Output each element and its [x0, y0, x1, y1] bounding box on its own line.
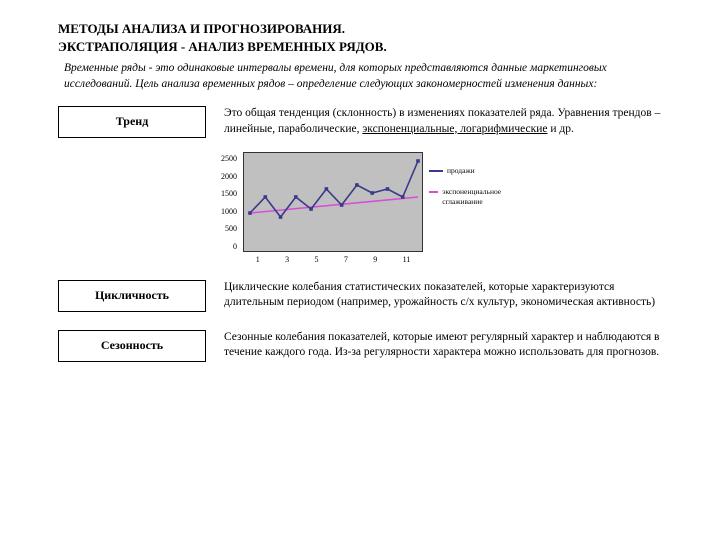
intro-paragraph: Временные ряды - это одинаковые интервал… [58, 61, 672, 92]
trend-description: Это общая тенденция (склонность) в измен… [224, 106, 672, 138]
title-line-1: МЕТОДЫ АНАЛИЗА И ПРОГНОЗИРОВАНИЯ. [58, 21, 345, 36]
xtick: 3 [285, 255, 289, 265]
cycle-description: Циклические колебания статистических пок… [224, 280, 672, 312]
ytick: 2000 [221, 172, 237, 182]
ytick: 2500 [221, 154, 237, 164]
legend-swatch-smoothing [429, 191, 438, 193]
season-label-box: Сезонность [58, 330, 206, 362]
xtick: 9 [373, 255, 377, 265]
chart-legend: продажи экспоненциальное сглаживание [429, 152, 509, 208]
ytick: 0 [233, 242, 237, 252]
trend-label-box: Тренд [58, 106, 206, 138]
legend-item-smoothing: экспоненциальное сглаживание [429, 187, 509, 208]
page-title: МЕТОДЫ АНАЛИЗА И ПРОГНОЗИРОВАНИЯ. ЭКСТРА… [58, 20, 672, 55]
ytick: 1500 [221, 189, 237, 199]
cycle-label-box: Цикличность [58, 280, 206, 312]
row-trend: Тренд Это общая тенденция (склонность) в… [58, 106, 672, 138]
row-cycle: Цикличность Циклические колебания статис… [58, 280, 672, 312]
ytick: 500 [225, 224, 237, 234]
legend-label-sales: продажи [447, 166, 475, 177]
chart-svg [244, 153, 424, 253]
ytick: 1000 [221, 207, 237, 217]
xtick: 7 [344, 255, 348, 265]
legend-swatch-sales [429, 170, 443, 172]
season-description: Сезонные колебания показателей, которые … [224, 330, 672, 362]
xtick: 1 [256, 255, 260, 265]
trend-desc-after: и др. [548, 123, 574, 135]
chart-x-axis: 1 3 5 7 9 11 [243, 252, 423, 265]
xtick: 11 [403, 255, 411, 265]
trend-desc-underlined: экспоненциальные, логарифмические [362, 123, 547, 135]
chart-plot-column: 1 3 5 7 9 11 [243, 152, 423, 265]
legend-label-smoothing: экспоненциальное сглаживание [442, 187, 509, 208]
xtick: 5 [314, 255, 318, 265]
chart-box: 2500 2000 1500 1000 500 0 1 3 5 7 9 11 п… [221, 152, 509, 265]
chart-container: 2500 2000 1500 1000 500 0 1 3 5 7 9 11 п… [58, 152, 672, 265]
chart-y-axis: 2500 2000 1500 1000 500 0 [221, 152, 237, 252]
row-season: Сезонность Сезонные колебания показателе… [58, 330, 672, 362]
legend-item-sales: продажи [429, 166, 509, 177]
title-line-2: ЭКСТРАПОЛЯЦИЯ - АНАЛИЗ ВРЕМЕННЫХ РЯДОВ. [58, 39, 387, 54]
chart-plot-area [243, 152, 423, 252]
